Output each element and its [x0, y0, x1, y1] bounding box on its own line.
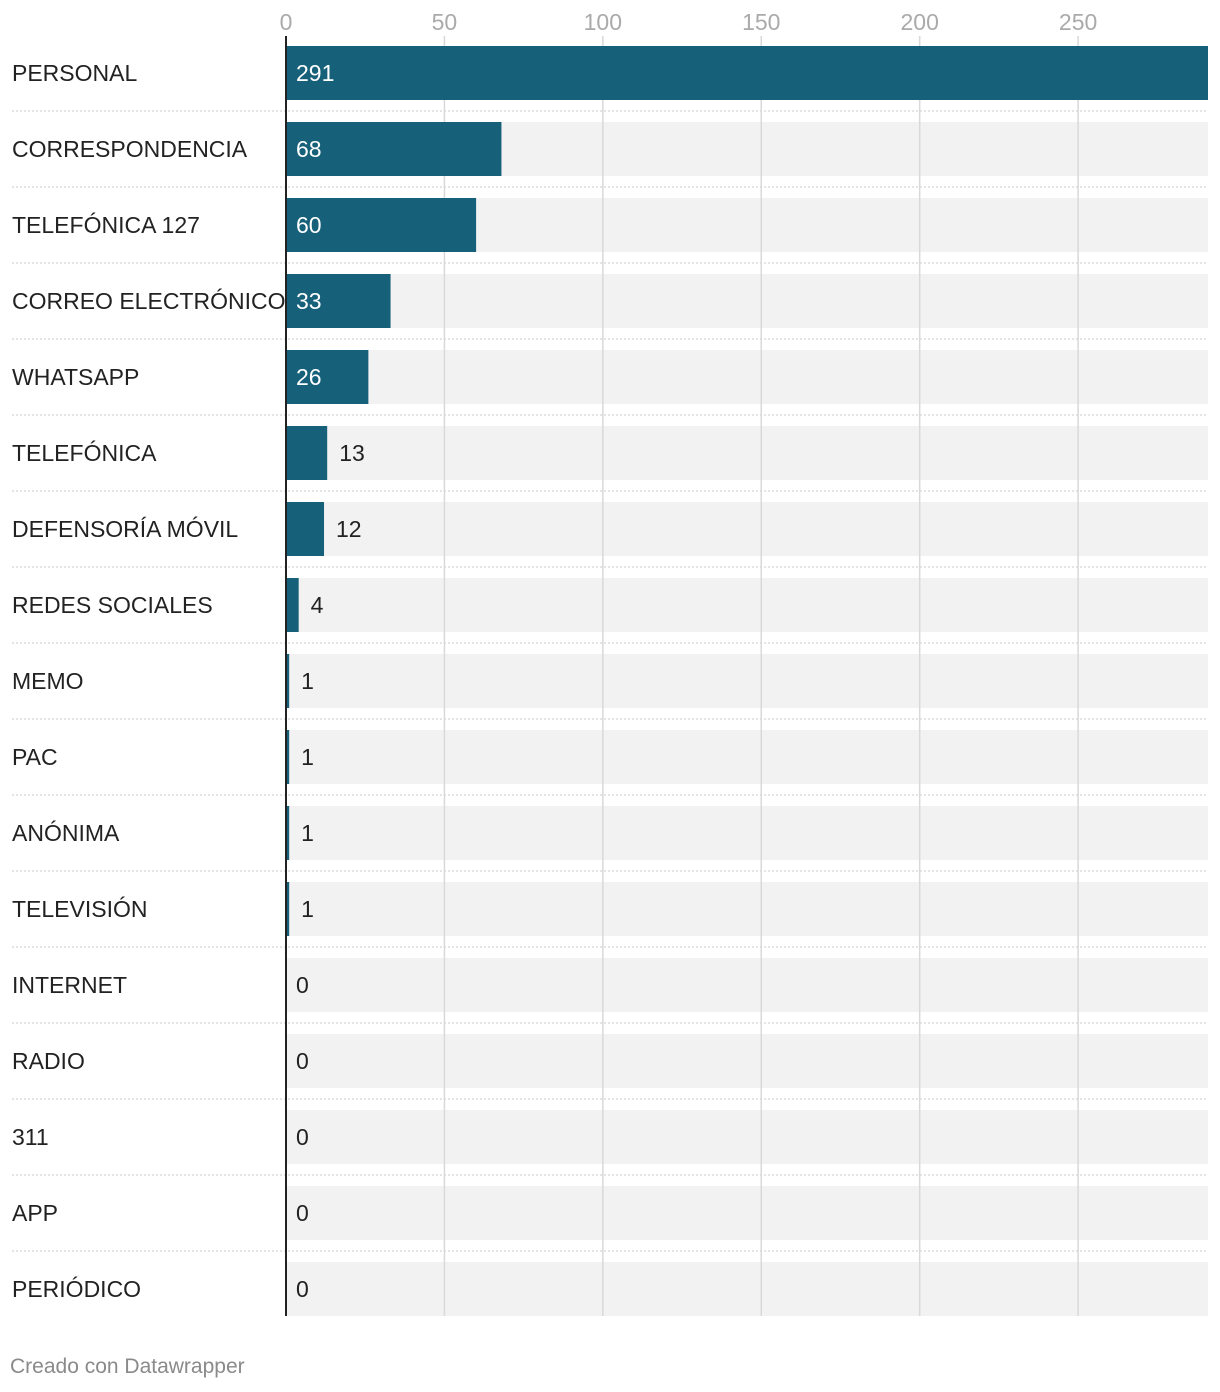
value-label: 12: [336, 516, 362, 542]
category-label: APP: [12, 1200, 58, 1226]
category-label: RADIO: [12, 1048, 85, 1074]
bar-track: [286, 274, 1208, 328]
bar-track: [286, 654, 1208, 708]
bar: [286, 426, 328, 480]
value-label: 13: [339, 440, 365, 466]
bar-track: [286, 1110, 1208, 1164]
value-label: 0: [296, 1276, 309, 1302]
category-label: CORREO ELECTRÓNICO: [12, 288, 285, 314]
bar-track: [286, 882, 1208, 936]
category-label: PAC: [12, 744, 58, 770]
bar-track: [286, 1034, 1208, 1088]
value-label: 1: [301, 668, 314, 694]
bar: [286, 730, 290, 784]
value-label: 33: [296, 288, 322, 314]
category-label: CORRESPONDENCIA: [12, 136, 248, 162]
value-label: 4: [311, 592, 324, 618]
category-label: TELEVISIÓN: [12, 896, 147, 922]
category-label: TELEFÓNICA 127: [12, 212, 200, 238]
value-label: 0: [296, 1124, 309, 1150]
bar-track: [286, 1186, 1208, 1240]
bar-track: [286, 350, 1208, 404]
bar: [286, 806, 290, 860]
category-label: MEMO: [12, 668, 84, 694]
bar: [286, 578, 299, 632]
bar: [286, 502, 325, 556]
category-label: INTERNET: [12, 972, 127, 998]
bar: [286, 882, 290, 936]
x-tick-label: 200: [900, 9, 938, 35]
category-label: REDES SOCIALES: [12, 592, 213, 618]
bar: [286, 350, 369, 404]
value-label: 1: [301, 896, 314, 922]
value-label: 68: [296, 136, 322, 162]
x-tick-label: 0: [280, 9, 293, 35]
value-label: 1: [301, 744, 314, 770]
bar: [286, 654, 290, 708]
bar: [286, 122, 502, 176]
value-label: 0: [296, 1048, 309, 1074]
footer-credit: Creado con Datawrapper: [10, 1355, 245, 1378]
bar: [286, 198, 477, 252]
bar-track: [286, 578, 1208, 632]
category-label: PERSONAL: [12, 60, 137, 86]
bar: [286, 46, 1208, 100]
x-tick-label: 50: [432, 9, 458, 35]
category-label: 311: [12, 1124, 49, 1150]
value-label: 0: [296, 1200, 309, 1226]
value-label: 1: [301, 820, 314, 846]
value-label: 60: [296, 212, 322, 238]
bar-track: [286, 806, 1208, 860]
bar-track: [286, 502, 1208, 556]
bar: [286, 274, 391, 328]
bar-track: [286, 730, 1208, 784]
value-label: 0: [296, 972, 309, 998]
x-tick-label: 150: [742, 9, 780, 35]
bar-track: [286, 426, 1208, 480]
category-label: DEFENSORÍA MÓVIL: [12, 516, 238, 542]
category-label: WHATSAPP: [12, 364, 139, 390]
x-tick-label: 250: [1059, 9, 1097, 35]
x-tick-label: 100: [584, 9, 622, 35]
value-label: 26: [296, 364, 322, 390]
category-label: PERIÓDICO: [12, 1276, 141, 1302]
bar-track: [286, 1262, 1208, 1316]
category-label: TELEFÓNICA: [12, 440, 157, 466]
bar-track: [286, 958, 1208, 1012]
category-label: ANÓNIMA: [12, 820, 120, 846]
value-label: 291: [296, 60, 334, 86]
